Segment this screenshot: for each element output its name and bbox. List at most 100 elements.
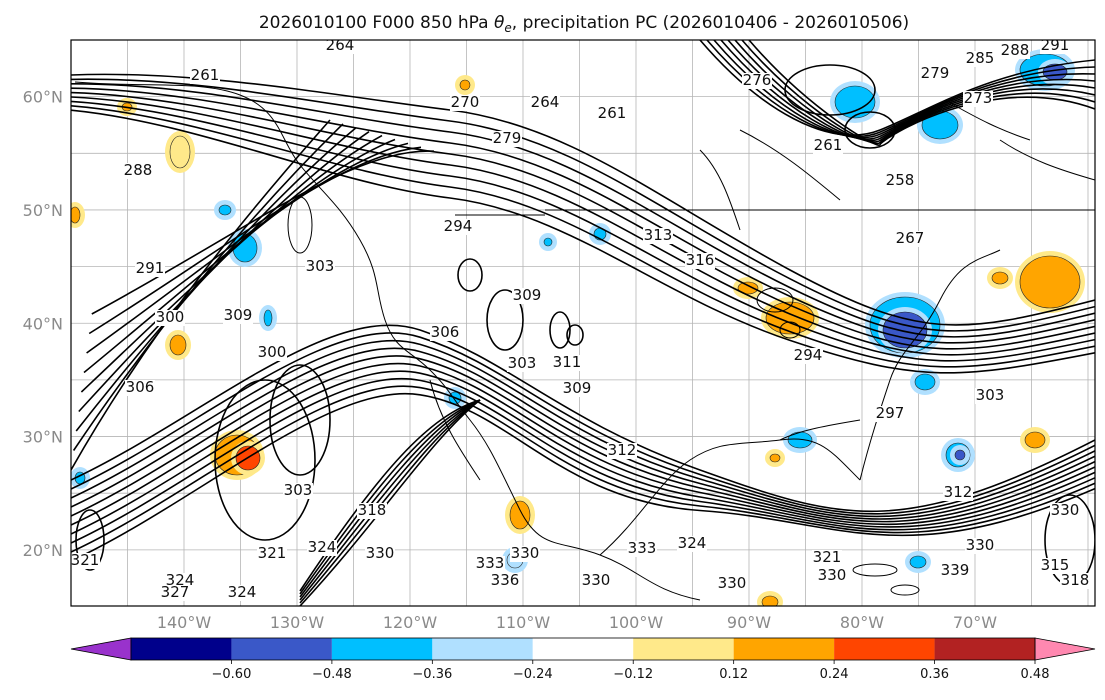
contour-label-background [357, 503, 387, 519]
contour-label-background [123, 163, 153, 179]
precip-anomaly-core [954, 449, 966, 461]
longitude-label: 80°W [840, 613, 884, 632]
contour-label-background [490, 573, 520, 589]
coastline [859, 249, 1001, 481]
contour-label: 270 [451, 93, 480, 111]
contour-label-background [160, 585, 190, 601]
theta-e-contour [299, 399, 481, 601]
theta-e-contour [71, 385, 1095, 553]
contour-label-background [940, 563, 970, 579]
theta-e-contour [71, 324, 1095, 513]
latitude-labels: 60°N 50°N 40°N 30°N 20°N [23, 88, 63, 560]
contour-label-background [895, 231, 925, 247]
colorbar-tick-label: −0.24 [513, 667, 553, 682]
contour-label-background [190, 68, 220, 84]
contour-label: 333 [476, 554, 505, 572]
contour-label-background [627, 541, 657, 557]
theta-e-closed-contour [486, 289, 524, 351]
latitude-label: 60°N [23, 88, 63, 107]
contour-label-background [475, 556, 505, 572]
contour-label-background [325, 40, 355, 54]
precip-anomaly-core [263, 309, 273, 327]
contour-label: 279 [921, 64, 950, 82]
contour-label: 309 [563, 379, 592, 397]
gridlines [71, 40, 1095, 606]
theta-e-contour [713, 40, 1095, 139]
longitude-label: 90°W [727, 613, 771, 632]
theta-e-contour [71, 347, 1095, 520]
contour-label-background [1060, 573, 1090, 589]
contour-label-background [875, 406, 905, 422]
contour-label: 288 [124, 161, 153, 179]
colorbar-tick-label: 0.48 [1021, 667, 1050, 682]
coastlines-borders [74, 81, 1095, 601]
contour-label: 279 [493, 129, 522, 147]
contour-label-background [963, 91, 993, 107]
contour-label-background [71, 553, 100, 569]
theta-e-closed-contour [566, 324, 584, 346]
longitude-label: 130°W [270, 613, 325, 632]
precip-anomaly-core [769, 453, 781, 463]
contour-label: 267 [896, 229, 925, 247]
theta-e-contour [71, 362, 1095, 526]
latitude-label: 50°N [23, 201, 63, 220]
theta-e-contour [706, 40, 1095, 138]
precip-anomaly-core [543, 237, 553, 247]
coastline [779, 419, 861, 441]
colorbar-tick-label: 0.12 [719, 667, 748, 682]
contour-label: 303 [976, 386, 1005, 404]
contour-label: 261 [598, 104, 627, 122]
contour-label-background [227, 585, 257, 601]
colorbar-segment [633, 638, 734, 660]
contour-label-background [717, 576, 747, 592]
contour-label: 324 [308, 538, 337, 556]
precip-anomaly-core [882, 311, 928, 349]
contour-label-background [562, 381, 592, 397]
colorbar-tick-label: 0.36 [920, 667, 949, 682]
landmass-outline [890, 584, 920, 596]
contour-label: 309 [224, 306, 253, 324]
theta-e-closed-contour [214, 379, 316, 541]
coastline [944, 99, 1031, 141]
contour-label-background [597, 106, 627, 122]
title-theta-symbol: θ [494, 13, 505, 33]
precip-anomaly-core [909, 555, 927, 569]
contour-label: 330 [1051, 501, 1080, 519]
contour-label-background [365, 546, 395, 562]
contour-label: 303 [284, 481, 313, 499]
colorbar-segment [532, 638, 634, 660]
contour-label: 324 [228, 583, 257, 601]
colorbar-extend-low [70, 637, 132, 661]
contour-label: 258 [886, 171, 915, 189]
contour-label: 330 [582, 571, 611, 589]
contour-label: 306 [431, 323, 460, 341]
longitude-labels: 140°W 130°W 120°W 110°W 100°W 90°W 80°W 70°W [157, 613, 997, 632]
coastline [74, 81, 701, 601]
precip-anomaly-core [169, 135, 191, 169]
colorbar-frame [130, 637, 1036, 661]
title-suffix: , precipitation PC (2026010406 - 2026010… [512, 13, 909, 33]
theta-e-contour [299, 399, 481, 606]
contour-label: 264 [531, 93, 560, 111]
colorbar-tick-label: 0.24 [820, 667, 849, 682]
contour-label: 330 [718, 574, 747, 592]
contour-label: 261 [191, 66, 220, 84]
contour-label: 300 [156, 308, 185, 326]
colorbar-segment [834, 638, 935, 660]
contour-label-background [677, 536, 707, 552]
precip-anomaly-core [761, 595, 779, 606]
coastline [699, 149, 741, 231]
contour-label-background [450, 95, 480, 111]
contour-label: 273 [964, 89, 993, 107]
contour-label: 333 [628, 539, 657, 557]
theta-e-contour [71, 332, 1095, 515]
longitude-label: 110°W [496, 613, 551, 632]
contour-label-background [742, 73, 772, 89]
contour-label: 303 [508, 354, 537, 372]
contour-label-background [512, 288, 542, 304]
longitude-label: 120°W [383, 613, 438, 632]
contour-label: 321 [258, 544, 287, 562]
contour-label: 306 [126, 378, 155, 396]
contour-label: 313 [644, 226, 673, 244]
contour-label: 312 [944, 483, 973, 501]
